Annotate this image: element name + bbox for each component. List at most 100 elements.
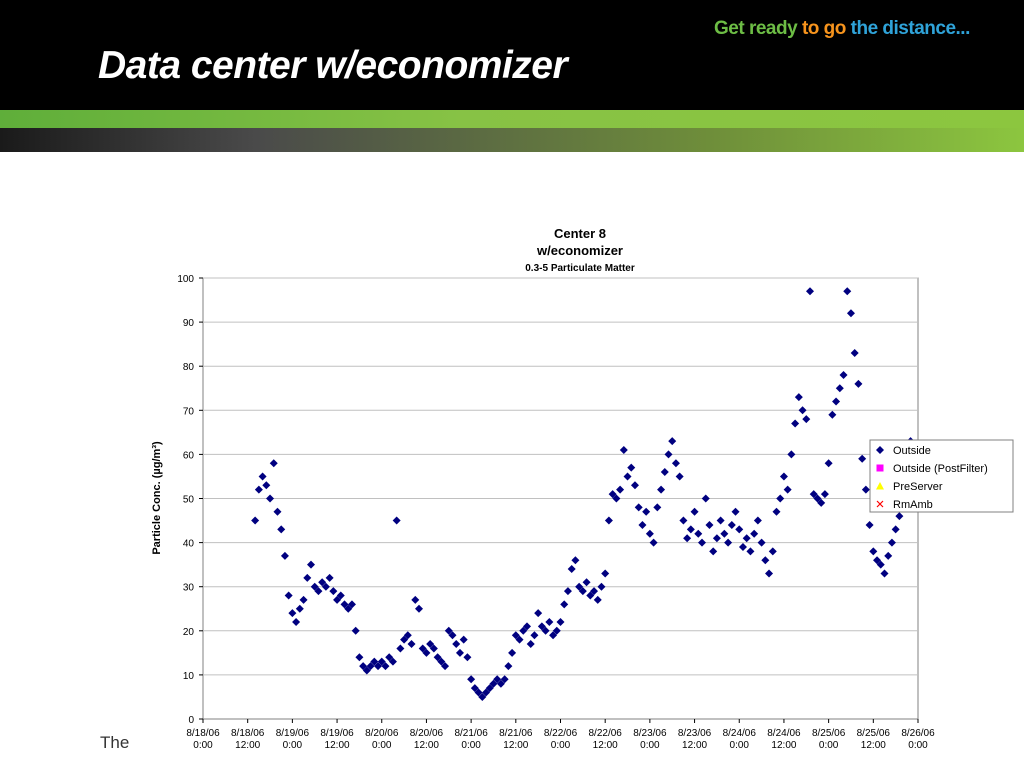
point-outside: [489, 679, 498, 688]
point-outside: [467, 675, 476, 684]
point-outside: [738, 543, 747, 552]
point-outside: [664, 450, 673, 459]
point-outside: [530, 631, 539, 640]
point-outside: [515, 635, 524, 644]
point-outside: [541, 626, 550, 635]
point-outside: [716, 516, 725, 525]
x-tick-label-time: 0:00: [730, 740, 750, 751]
point-outside: [582, 578, 591, 587]
point-outside: [422, 648, 431, 657]
point-outside: [612, 494, 621, 503]
legend-outside-marker: [876, 446, 884, 454]
y-tick-label: 100: [177, 274, 194, 285]
point-outside: [522, 622, 531, 631]
point-outside: [690, 507, 699, 516]
point-outside: [891, 525, 900, 534]
point-outside: [623, 472, 632, 481]
point-outside: [392, 516, 401, 525]
point-outside: [280, 551, 289, 560]
tagline-part-2: to go: [801, 18, 851, 39]
point-outside: [459, 635, 468, 644]
point-outside: [500, 675, 509, 684]
point-outside: [619, 445, 628, 454]
point-outside: [768, 547, 777, 556]
point-outside: [657, 485, 666, 494]
x-tick-label-time: 0:00: [819, 740, 839, 751]
point-outside: [679, 516, 688, 525]
point-outside: [299, 595, 308, 604]
point-outside: [683, 534, 692, 543]
x-tick-label-date: 8/22/06: [589, 728, 623, 739]
point-outside: [634, 503, 643, 512]
chart-subtitle-2: 0.3-5 Particulate Matter: [525, 263, 635, 274]
x-tick-label-date: 8/20/06: [410, 728, 444, 739]
point-outside: [277, 525, 286, 534]
x-axis-ticks: 8/18/060:008/18/0612:008/19/060:008/19/0…: [186, 719, 935, 751]
point-outside: [385, 653, 394, 662]
point-outside: [794, 393, 803, 402]
point-outside: [653, 503, 662, 512]
point-outside: [333, 595, 342, 604]
point-outside: [396, 644, 405, 653]
point-outside: [426, 640, 435, 649]
point-outside: [325, 573, 334, 582]
data-points: [251, 287, 922, 701]
point-outside: [511, 631, 520, 640]
point-outside: [336, 591, 345, 600]
point-outside: [649, 538, 658, 547]
tagline-logo: Get ready to go the distance...: [714, 18, 970, 40]
footer-text: The: [100, 733, 130, 752]
point-outside: [757, 538, 766, 547]
legend-preserver-label: PreServer: [893, 481, 943, 493]
point-outside: [374, 662, 383, 671]
point-outside: [370, 657, 379, 666]
x-tick-label-date: 8/19/06: [276, 728, 310, 739]
point-outside: [698, 538, 707, 547]
point-outside: [508, 648, 517, 657]
point-outside: [806, 287, 815, 296]
point-outside: [485, 684, 494, 693]
point-outside: [567, 565, 576, 574]
legend-postfilter-marker: [876, 464, 884, 472]
point-outside: [329, 587, 338, 596]
point-outside: [880, 569, 889, 578]
x-tick-label-time: 0:00: [283, 740, 303, 751]
point-outside: [321, 582, 330, 591]
y-tick-label: 20: [183, 627, 195, 638]
point-outside: [526, 640, 535, 649]
x-tick-label-time: 12:00: [414, 740, 439, 751]
point-outside: [765, 569, 774, 578]
point-outside: [604, 516, 613, 525]
x-tick-label-time: 12:00: [325, 740, 350, 751]
point-outside: [835, 384, 844, 393]
point-outside: [850, 348, 859, 357]
x-tick-label-date: 8/25/06: [812, 728, 846, 739]
y-tick-label: 90: [183, 318, 195, 329]
legend-postfilter-label: Outside (PostFilter): [893, 463, 988, 475]
x-tick-label-time: 0:00: [551, 740, 571, 751]
point-outside: [616, 485, 625, 494]
point-outside: [869, 547, 878, 556]
y-axis-label: Particle Conc. (µg/m³): [151, 441, 163, 555]
x-tick-label-time: 0:00: [193, 740, 213, 751]
point-outside: [865, 520, 874, 529]
point-outside: [288, 609, 297, 618]
point-outside: [418, 644, 427, 653]
x-tick-label-time: 12:00: [593, 740, 618, 751]
point-outside: [861, 485, 870, 494]
point-outside: [783, 485, 792, 494]
plot-area: [202, 277, 922, 720]
point-outside: [266, 494, 275, 503]
point-outside: [731, 507, 740, 516]
point-outside: [601, 569, 610, 578]
point-outside: [876, 560, 885, 569]
point-outside: [839, 371, 848, 380]
point-outside: [269, 459, 278, 468]
point-outside: [284, 591, 293, 600]
point-outside: [563, 587, 572, 596]
point-outside: [660, 468, 669, 477]
point-outside: [742, 534, 751, 543]
point-outside: [575, 582, 584, 591]
point-outside: [381, 662, 390, 671]
